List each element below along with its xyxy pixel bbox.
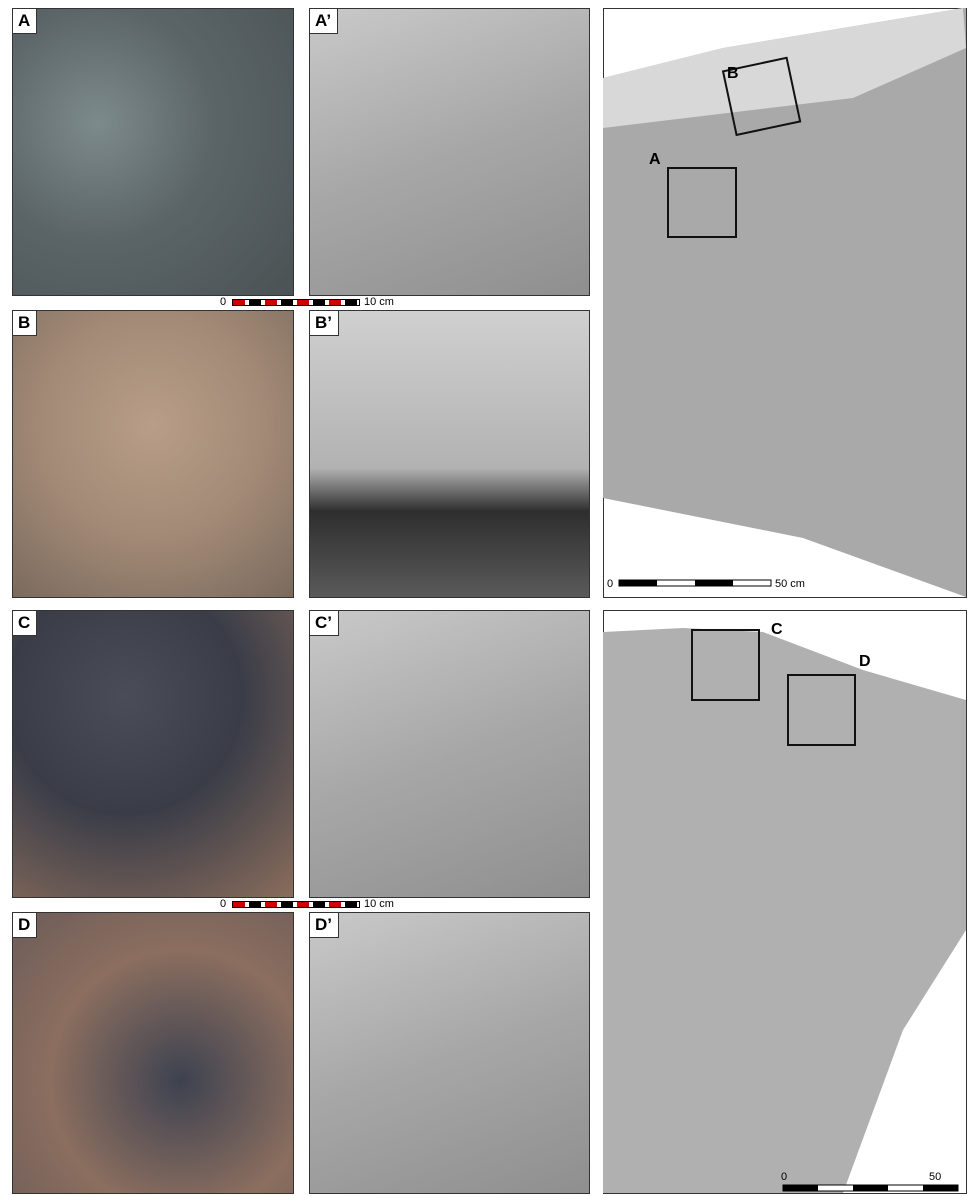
scale-start: 0 bbox=[781, 1171, 787, 1183]
scale-end: 50 cm bbox=[775, 578, 805, 590]
panel-label: C bbox=[13, 611, 37, 636]
panel-label: C’ bbox=[310, 611, 339, 636]
figure: A A’ B B’ C C’ D D’ 0 10 cm 0 10 cm B A … bbox=[0, 0, 969, 1196]
scale-end: 10 cm bbox=[364, 898, 394, 910]
panel-label: B’ bbox=[310, 311, 339, 336]
relief-b: B’ bbox=[309, 310, 590, 598]
scale-start: 0 bbox=[220, 296, 226, 308]
panel-label: A bbox=[13, 9, 37, 34]
relief-c: C’ bbox=[309, 610, 590, 898]
overview-top: B A 0 50 cm bbox=[603, 8, 967, 598]
box-label: B bbox=[727, 65, 739, 82]
relief-a: A’ bbox=[309, 8, 590, 296]
relief-d: D’ bbox=[309, 912, 590, 1194]
box-label: A bbox=[649, 151, 661, 168]
panel-label: A’ bbox=[310, 9, 338, 34]
box-label: D bbox=[859, 653, 871, 670]
photo-b: B bbox=[12, 310, 294, 598]
scale-bar: 0 10 cm bbox=[220, 296, 420, 310]
scale-end-unit: cm bbox=[940, 1182, 955, 1194]
scale-start: 0 bbox=[607, 578, 613, 590]
scale-start: 0 bbox=[220, 898, 226, 910]
box-label: C bbox=[771, 621, 783, 638]
scale-bar: 0 10 cm bbox=[220, 898, 420, 912]
scale-end: 10 cm bbox=[364, 296, 394, 308]
panel-label: D bbox=[13, 913, 37, 938]
panel-label: B bbox=[13, 311, 37, 336]
photo-a: A bbox=[12, 8, 294, 296]
photo-d: D bbox=[12, 912, 294, 1194]
photo-c: C bbox=[12, 610, 294, 898]
panel-label: D’ bbox=[310, 913, 339, 938]
overview-bottom: C D 0 50 cm bbox=[603, 610, 967, 1194]
